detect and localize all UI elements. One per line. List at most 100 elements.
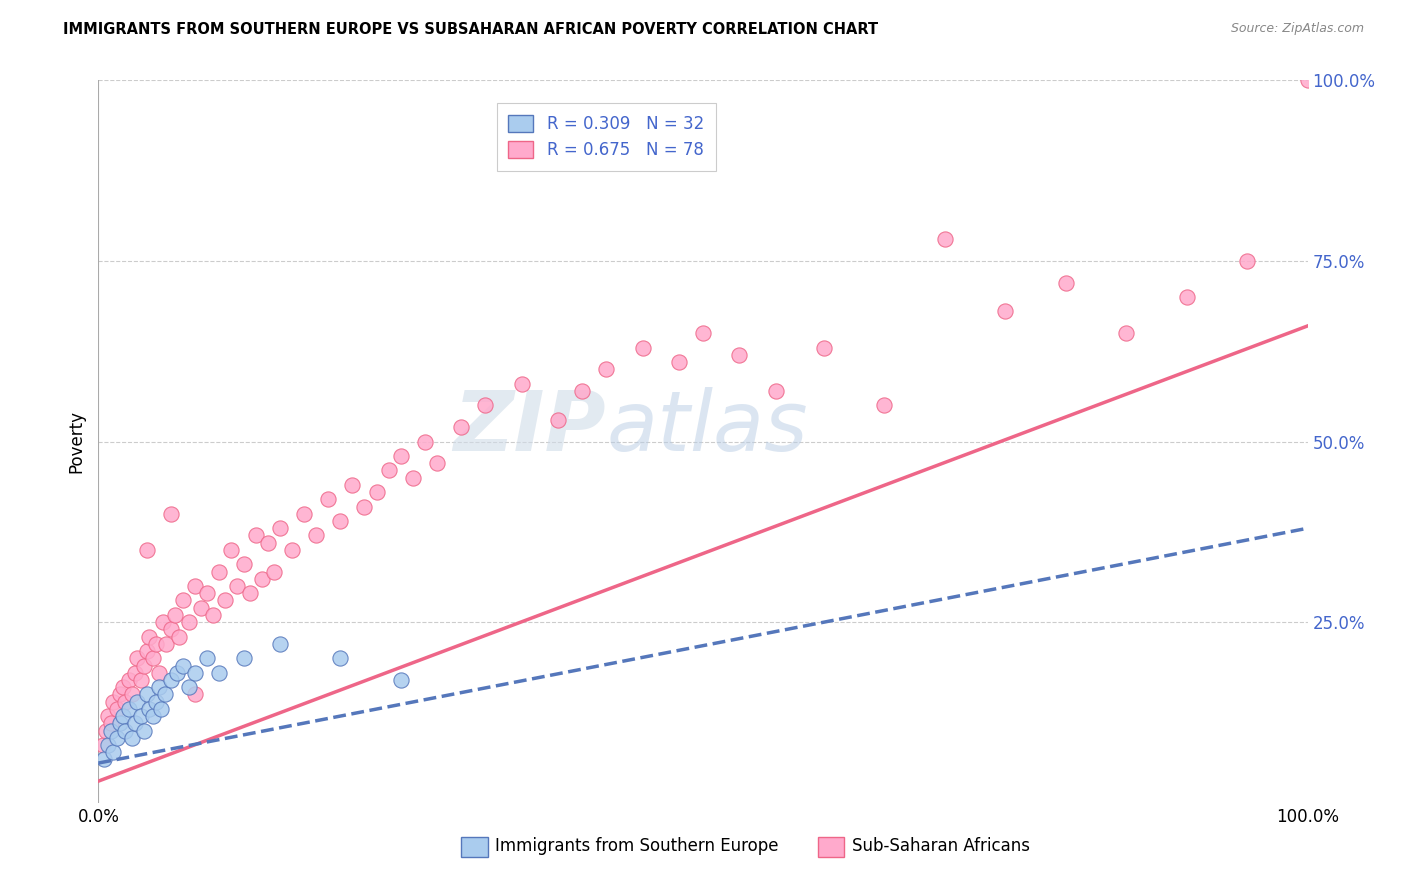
Point: [281, 542, 304, 557]
Point: [668, 355, 690, 369]
Point: [232, 558, 254, 572]
Point: [214, 593, 236, 607]
Point: [184, 579, 207, 593]
Point: [135, 644, 157, 658]
Point: [195, 586, 218, 600]
Point: [101, 745, 124, 759]
Point: [184, 665, 207, 680]
Point: [402, 470, 425, 484]
Point: [97, 738, 120, 752]
Point: [353, 500, 375, 514]
Point: [91, 738, 114, 752]
Point: [292, 507, 315, 521]
Point: [316, 492, 339, 507]
Point: [179, 615, 201, 630]
Point: [305, 528, 328, 542]
Point: [366, 485, 388, 500]
Point: [134, 658, 156, 673]
Point: [190, 600, 212, 615]
Point: [426, 456, 449, 470]
Point: [232, 651, 254, 665]
FancyBboxPatch shape: [461, 837, 488, 857]
Point: [208, 665, 231, 680]
Point: [111, 680, 134, 694]
Point: [94, 723, 117, 738]
Point: [163, 607, 186, 622]
Text: Source: ZipAtlas.com: Source: ZipAtlas.com: [1230, 22, 1364, 36]
Point: [692, 326, 714, 340]
Point: [134, 723, 156, 738]
Point: [413, 434, 436, 449]
Point: [595, 362, 617, 376]
Point: [135, 687, 157, 701]
Point: [145, 637, 167, 651]
Point: [152, 615, 174, 630]
Point: [124, 665, 146, 680]
FancyBboxPatch shape: [818, 837, 845, 857]
Point: [160, 623, 183, 637]
Point: [547, 413, 569, 427]
Point: [571, 384, 593, 398]
Point: [150, 702, 173, 716]
Point: [169, 630, 191, 644]
Text: Immigrants from Southern Europe: Immigrants from Southern Europe: [495, 838, 779, 855]
Point: [100, 723, 122, 738]
Point: [108, 716, 131, 731]
Y-axis label: Poverty: Poverty: [67, 410, 86, 473]
Point: [138, 630, 160, 644]
Point: [250, 572, 273, 586]
Point: [111, 709, 134, 723]
Point: [510, 376, 533, 391]
Text: Sub-Saharan Africans: Sub-Saharan Africans: [852, 838, 1029, 855]
Point: [1236, 253, 1258, 268]
Point: [172, 593, 194, 607]
Point: [101, 695, 124, 709]
Point: [256, 535, 278, 549]
Point: [179, 680, 201, 694]
Point: [1296, 73, 1319, 87]
Point: [269, 521, 291, 535]
Point: [148, 680, 170, 694]
Point: [100, 716, 122, 731]
Point: [184, 687, 207, 701]
Point: [450, 420, 472, 434]
Point: [221, 542, 243, 557]
Point: [108, 687, 131, 701]
Point: [631, 341, 654, 355]
Point: [160, 507, 183, 521]
Point: [1175, 290, 1198, 304]
Point: [121, 731, 143, 745]
Point: [127, 695, 149, 709]
Point: [195, 651, 218, 665]
Point: [389, 449, 412, 463]
Point: [160, 673, 183, 687]
Point: [239, 586, 262, 600]
Point: [329, 514, 352, 528]
Point: [142, 651, 165, 665]
Text: atlas: atlas: [606, 386, 808, 467]
Point: [135, 542, 157, 557]
Point: [765, 384, 787, 398]
Point: [105, 731, 128, 745]
Point: [118, 702, 141, 716]
Point: [377, 463, 399, 477]
Legend: R = 0.309   N = 32, R = 0.675   N = 78: R = 0.309 N = 32, R = 0.675 N = 78: [496, 103, 716, 171]
Text: IMMIGRANTS FROM SOUTHERN EUROPE VS SUBSAHARAN AFRICAN POVERTY CORRELATION CHART: IMMIGRANTS FROM SOUTHERN EUROPE VS SUBSA…: [63, 22, 879, 37]
Point: [114, 723, 136, 738]
Point: [121, 687, 143, 701]
Point: [263, 565, 285, 579]
Point: [145, 695, 167, 709]
Text: ZIP: ZIP: [454, 386, 606, 467]
Point: [1054, 276, 1077, 290]
Point: [474, 398, 496, 412]
Point: [129, 673, 152, 687]
Point: [208, 565, 231, 579]
Point: [153, 687, 176, 701]
Point: [873, 398, 896, 412]
Point: [389, 673, 412, 687]
Point: [226, 579, 249, 593]
Point: [342, 478, 364, 492]
Point: [93, 752, 115, 766]
Point: [155, 637, 177, 651]
Point: [245, 528, 267, 542]
